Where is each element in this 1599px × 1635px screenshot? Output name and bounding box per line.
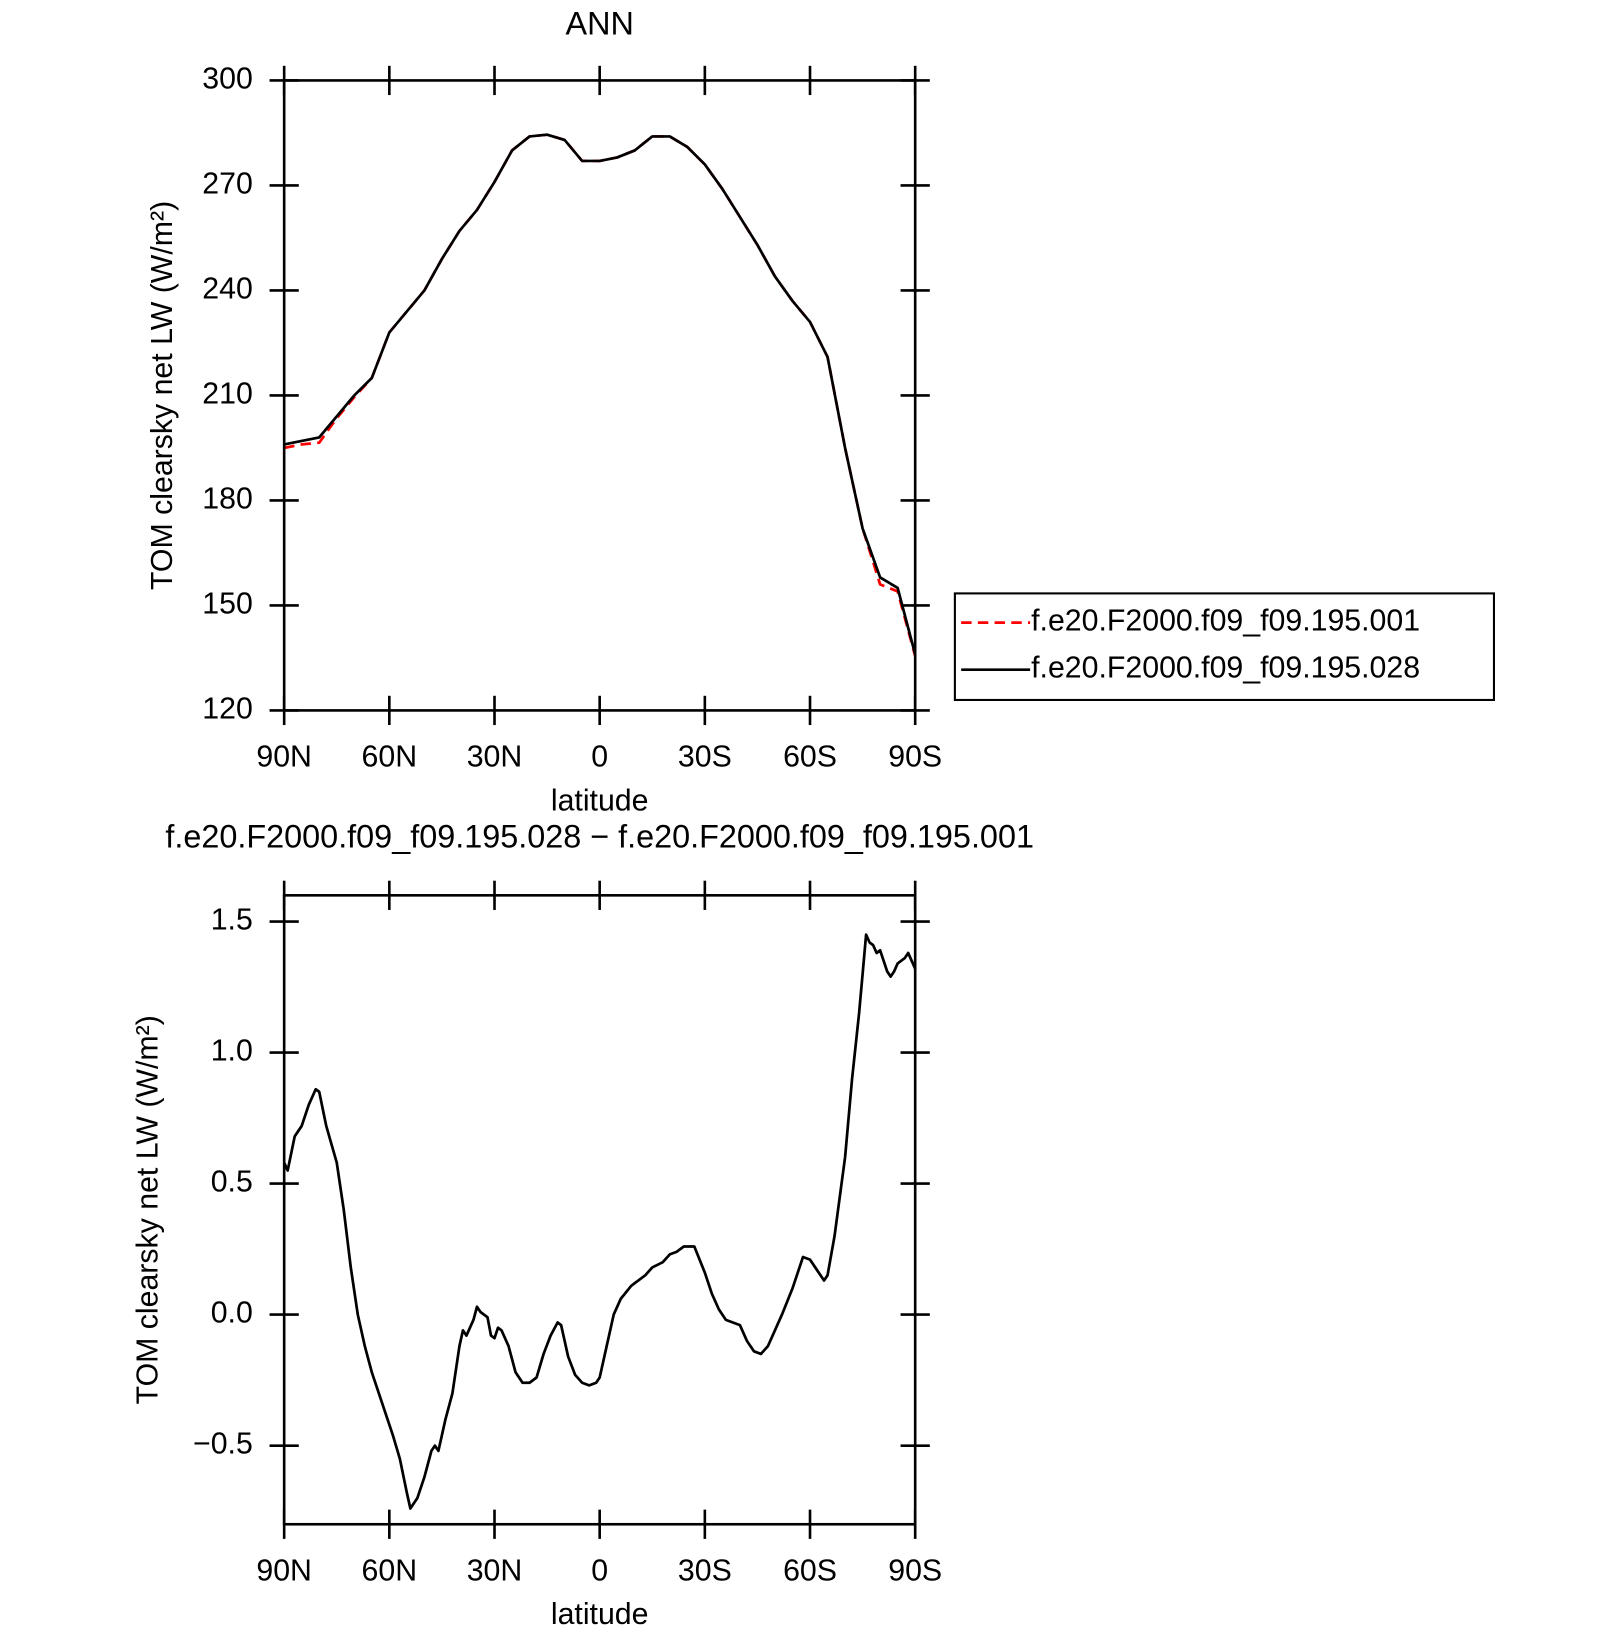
y-tick-label: 270 xyxy=(202,167,253,200)
y-axis-label: TOM clearsky net LW (W/m²) xyxy=(146,201,179,590)
y-tick-label: 1.0 xyxy=(211,1035,253,1068)
x-tick-label: 90S xyxy=(888,740,942,773)
line-series xyxy=(282,933,917,1510)
line-series xyxy=(283,133,917,657)
y-tick-label: 150 xyxy=(202,587,253,620)
chart-title: ANN xyxy=(565,6,633,42)
legend-box xyxy=(953,592,1496,702)
y-tick-label: 1.5 xyxy=(211,904,253,937)
x-tick-label: 90N xyxy=(256,740,312,773)
y-tick-label: −0.5 xyxy=(193,1428,253,1461)
x-tick-label: 30S xyxy=(678,1554,732,1587)
plot-frame xyxy=(282,79,917,712)
chart-title: f.e20.F2000.f09_f09.195.028 − f.e20.F200… xyxy=(165,818,1034,854)
x-tick-label: 30N xyxy=(467,740,523,773)
x-tick-label: 60N xyxy=(362,740,418,773)
x-tick-label: 60S xyxy=(783,1554,837,1587)
y-tick-label: 210 xyxy=(202,377,253,410)
x-tick-label: 0 xyxy=(591,1554,608,1587)
y-tick-label: 0.0 xyxy=(211,1297,253,1330)
legend-label: f.e20.F2000.f09_f09.195.001 xyxy=(1031,605,1420,638)
x-tick-label: 30N xyxy=(467,1554,523,1587)
x-axis-label: latitude xyxy=(551,784,649,817)
y-tick-label: 300 xyxy=(202,62,253,95)
x-tick-label: 30S xyxy=(678,740,732,773)
y-tick-label: 120 xyxy=(202,692,253,725)
legend-label: f.e20.F2000.f09_f09.195.028 xyxy=(1031,652,1420,685)
y-tick-label: 0.5 xyxy=(211,1166,253,1199)
y-tick-label: 240 xyxy=(202,272,253,305)
y-axis-label: TOM clearsky net LW (W/m²) xyxy=(131,1015,164,1404)
y-tick-label: 180 xyxy=(202,482,253,515)
x-axis-label: latitude xyxy=(551,1598,649,1631)
x-tick-label: 60S xyxy=(783,740,837,773)
plot-frame xyxy=(282,894,917,1526)
x-tick-label: 90N xyxy=(256,1554,312,1587)
x-tick-label: 90S xyxy=(888,1554,942,1587)
line-series xyxy=(283,133,917,655)
x-tick-label: 0 xyxy=(591,740,608,773)
x-tick-label: 60N xyxy=(362,1554,418,1587)
